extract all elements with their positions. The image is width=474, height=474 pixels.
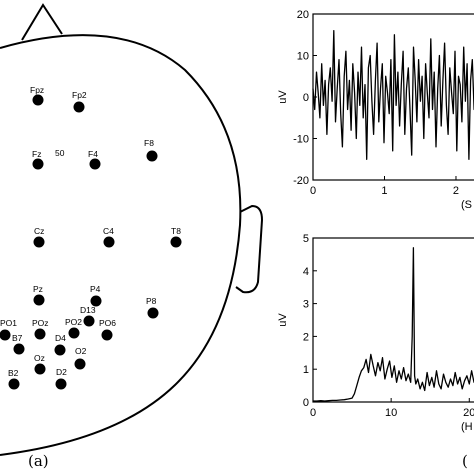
electrode-label: F4	[88, 149, 98, 159]
spectrum-y-axis-label: uV	[277, 313, 289, 327]
electrode-dot	[34, 328, 46, 340]
x-tick-label: 10	[385, 407, 397, 419]
x-tick-label: 0	[310, 407, 316, 419]
electrode-label: B7	[12, 333, 23, 343]
electrode-label: D13	[80, 305, 96, 315]
time-signal-y-axis-label: uV	[277, 90, 289, 104]
y-tick-label: 4	[303, 266, 309, 278]
electrode-label: PO2	[65, 317, 82, 327]
electrode-dot	[170, 236, 182, 248]
electrode-label: P8	[146, 296, 157, 306]
electrode-label: B2	[8, 368, 19, 378]
electrode-dot	[101, 329, 113, 341]
y-tick-label: 3	[303, 299, 309, 311]
electrode-dot	[68, 327, 80, 339]
electrode-dot	[32, 158, 44, 170]
electrode-dot	[146, 150, 158, 162]
electrode-dot	[13, 343, 25, 355]
panel-b-caption: (	[462, 452, 468, 470]
electrode-label: Cz	[34, 226, 44, 236]
time-signal-series-line	[312, 29, 474, 160]
x-tick-label: 1	[381, 185, 387, 197]
electrode-dot	[0, 329, 11, 341]
electrode-dot	[90, 295, 102, 307]
x-tick-label: 2	[453, 185, 459, 197]
electrode-label: D4	[55, 333, 66, 343]
y-tick-label: 20	[297, 9, 309, 21]
electrode-dot	[74, 358, 86, 370]
electrode-label: O2	[75, 346, 87, 356]
electrode-dot	[32, 94, 44, 106]
electrode-dot	[55, 378, 67, 390]
time-signal-chart: -20 -10 0 10 20 0 1 2 uV (S	[277, 9, 474, 211]
spectrum-x-axis-label: (H	[461, 421, 473, 433]
y-tick-label: 5	[303, 233, 309, 245]
y-tick-label: -10	[293, 134, 309, 146]
y-tick-label: -20	[293, 175, 309, 187]
x-tick-label: 20	[463, 407, 474, 419]
electrode-label: P4	[90, 284, 101, 294]
electrode-dot	[103, 236, 115, 248]
spectrum-series-line	[313, 247, 474, 402]
electrode-label: Pz	[33, 284, 43, 294]
electrode-label: F8	[144, 138, 154, 148]
x-tick-label: 0	[310, 185, 316, 197]
electrode-label: Oz	[34, 353, 45, 363]
electrode-dot	[34, 363, 46, 375]
electrode-dot	[147, 307, 159, 319]
time-signal-x-axis-label: (S	[461, 199, 472, 211]
electrode-label: Fpz	[30, 85, 44, 95]
electrode-dot	[33, 294, 45, 306]
electrode-label: T8	[171, 226, 181, 236]
spectrum-chart: 0 1 2 3 4 5 0 10 20 uV (H	[277, 233, 474, 433]
head-map: 50 Fpz Fp2 Fz F4 F8 Cz C4 T8 Pz P4 P8 PO1 POz PO2 D13P…	[0, 3, 264, 470]
panel-a-caption: (a)	[28, 452, 49, 470]
y-tick-label: 0	[303, 397, 309, 409]
electrode-label: D2	[56, 367, 67, 377]
electrode-label: Fz	[32, 149, 41, 159]
ear-outline	[235, 204, 264, 294]
electrode-dot	[54, 344, 66, 356]
electrode-dot	[89, 158, 101, 170]
y-tick-label: 0	[303, 92, 309, 104]
extra-label: 50	[55, 148, 65, 158]
electrode-label: PO1	[0, 318, 17, 328]
head-outline	[0, 34, 242, 456]
electrode-label: Fp2	[72, 90, 87, 100]
electrode-label: POz	[32, 318, 49, 328]
electrode-dot	[83, 315, 95, 327]
electrode-label: PO6	[99, 318, 116, 328]
y-tick-label: 10	[297, 51, 309, 63]
spectrum-plot-frame	[312, 237, 474, 403]
nose-outline	[21, 3, 63, 41]
electrode-label: C4	[103, 226, 114, 236]
electrode-dot	[33, 236, 45, 248]
electrode-dot	[73, 101, 85, 113]
y-tick-label: 2	[303, 331, 309, 343]
electrode-dot	[8, 378, 20, 390]
y-tick-label: 1	[303, 364, 309, 376]
